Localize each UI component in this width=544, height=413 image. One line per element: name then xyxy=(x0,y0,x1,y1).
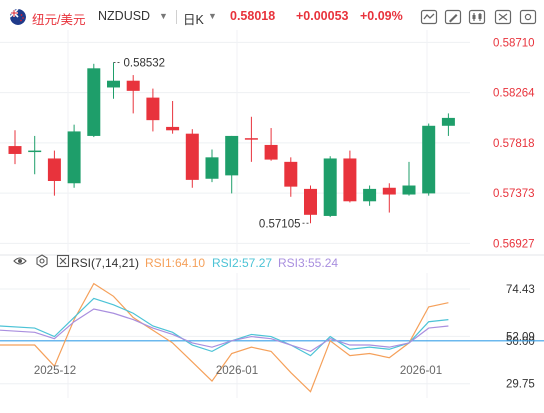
nz-flag-icon xyxy=(10,9,26,25)
y-tick-label: 0.58710 xyxy=(493,37,535,49)
y-tick-label: 0.57373 xyxy=(493,188,535,200)
candle xyxy=(205,149,219,183)
pair-name-cn: 纽元/美元 xyxy=(32,13,86,27)
low-price-label: 0.57105 xyxy=(259,218,301,230)
y-tick-label: 29.75 xyxy=(506,379,535,391)
candle xyxy=(47,150,61,196)
candle-body xyxy=(422,125,436,194)
expand-icon[interactable] xyxy=(494,8,512,26)
candle-body xyxy=(126,80,140,91)
candle xyxy=(441,113,455,136)
candle-body xyxy=(363,188,377,202)
candle-body xyxy=(205,157,219,179)
candle xyxy=(264,128,278,161)
symbol-selector[interactable]: NZDUSD xyxy=(98,9,151,23)
candle-body xyxy=(146,97,160,121)
candle xyxy=(8,130,22,165)
candle-body xyxy=(304,188,317,215)
candle-body xyxy=(67,131,81,184)
candlestick-chart[interactable]: 0.58710 0.58264 0.57818 0.57373 0.56927 0.585… xyxy=(0,30,544,280)
candle-body xyxy=(343,158,357,202)
candle xyxy=(284,157,298,197)
candle xyxy=(67,124,81,188)
drawing-tool-icon[interactable] xyxy=(444,8,462,26)
close-indicator-icon[interactable] xyxy=(56,254,70,271)
candle xyxy=(382,183,396,213)
candle xyxy=(185,129,199,188)
rsi2-value: RSI2:57.27 xyxy=(212,256,273,270)
rsi1-value: RSI1:64.10 xyxy=(145,256,206,270)
x-tick-label: 2026-01 xyxy=(400,365,442,377)
candle xyxy=(323,156,337,218)
candle-body xyxy=(166,126,180,131)
candle xyxy=(244,116,258,162)
y-tick-label: 0.56927 xyxy=(493,238,535,250)
candle-body xyxy=(8,146,22,154)
candle xyxy=(363,185,377,206)
candle-body xyxy=(284,161,298,187)
rsi3-value: RSI3:55.24 xyxy=(278,256,339,270)
gear-icon[interactable] xyxy=(35,254,49,271)
y-tick-label: 74.43 xyxy=(506,284,535,296)
candle xyxy=(107,62,120,99)
toolbar-divider xyxy=(176,10,177,24)
candle-body xyxy=(47,158,61,182)
candle xyxy=(126,75,140,114)
chevron-down-icon[interactable]: ▼ xyxy=(208,11,217,21)
price-change: +0.00053 xyxy=(296,9,349,23)
settings-icon[interactable] xyxy=(519,8,537,26)
period-selector[interactable]: 日K xyxy=(183,13,204,27)
y-tick-label: 0.57818 xyxy=(493,138,535,150)
candle xyxy=(422,123,436,196)
last-price: 0.58018 xyxy=(230,9,276,23)
x-tick-label: 2026-01 xyxy=(216,365,258,377)
rsi-series-rsi3 xyxy=(0,308,449,353)
candle-body xyxy=(441,117,455,126)
eye-icon[interactable] xyxy=(13,254,27,271)
candle xyxy=(166,100,180,134)
price-change-percent: +0.09% xyxy=(360,9,403,23)
toolbar: 纽元/美元 NZDUSD ▼ 日K ▼ 0.58018 +0.00053 +0.… xyxy=(0,0,544,34)
candle-body xyxy=(382,187,396,195)
high-price-label: 0.58532 xyxy=(124,57,166,69)
line-chart-icon[interactable] xyxy=(420,8,438,26)
candle xyxy=(343,150,357,203)
candle xyxy=(146,88,160,132)
candle xyxy=(225,135,239,194)
candle xyxy=(304,185,317,224)
candle-body xyxy=(185,133,199,180)
chevron-down-icon[interactable]: ▼ xyxy=(159,11,168,21)
y-tick-label: 50.00 xyxy=(506,336,535,348)
candle-body xyxy=(225,135,239,176)
candle-body xyxy=(244,138,258,140)
candle-body xyxy=(107,80,120,88)
candle-body xyxy=(323,158,337,216)
candle-body xyxy=(87,68,101,136)
indicator-icon[interactable] xyxy=(468,8,486,26)
y-tick-label: 0.58264 xyxy=(493,88,535,100)
candle-body xyxy=(264,144,278,160)
candle xyxy=(402,161,416,196)
candle xyxy=(87,63,101,138)
candle xyxy=(28,135,42,175)
x-tick-label: 2025-12 xyxy=(34,365,76,377)
rsi-label: RSI(7,14,21) xyxy=(71,256,140,270)
rsi-series-rsi1 xyxy=(0,282,449,393)
candle-body xyxy=(28,150,42,153)
candle-body xyxy=(402,185,416,195)
